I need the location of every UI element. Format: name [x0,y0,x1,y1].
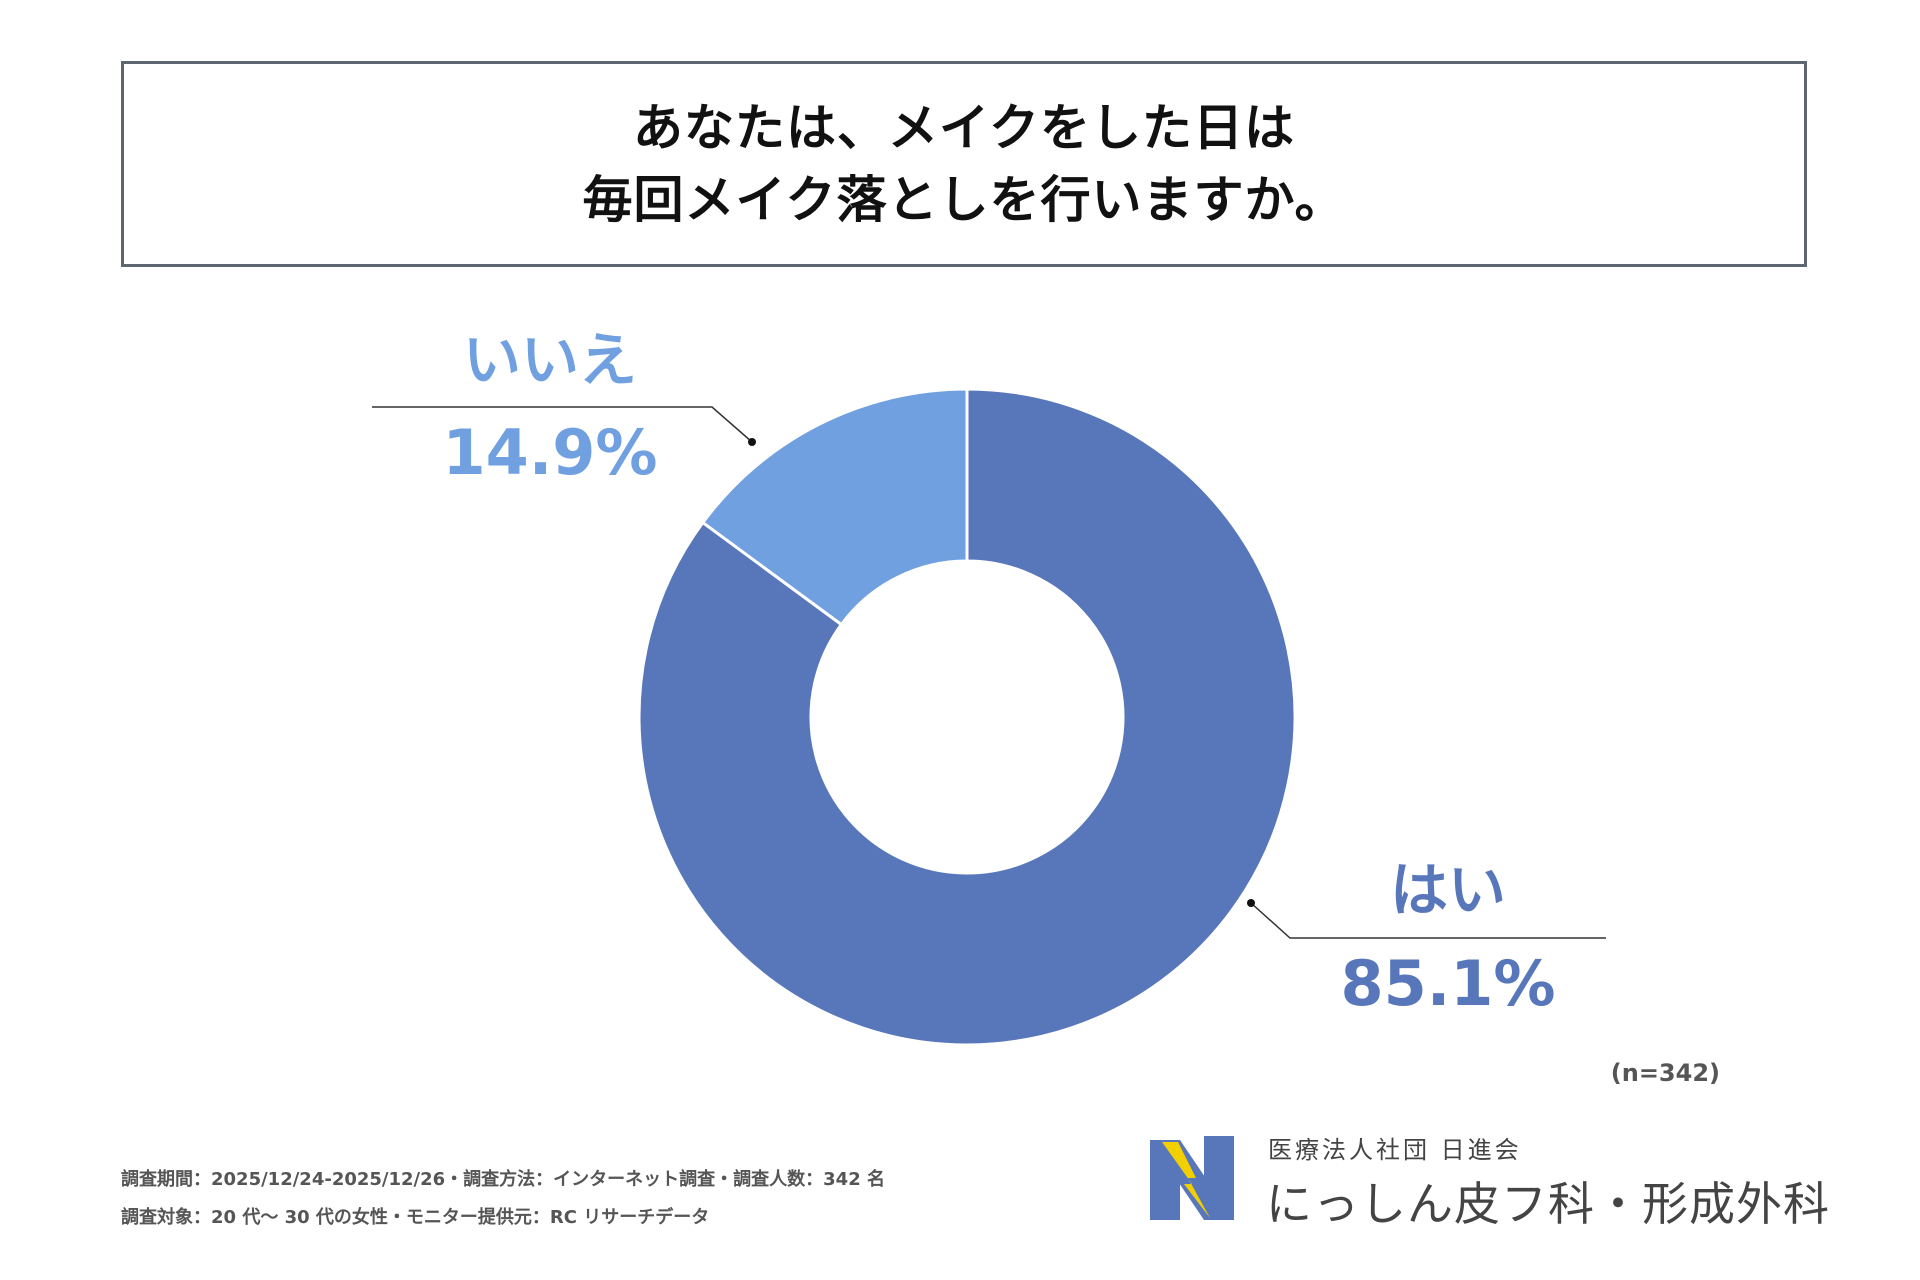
slice-value-1: 14.9% [442,416,657,489]
sample-size: (n=342) [1610,1059,1720,1087]
slice-value-0: 85.1% [1340,947,1555,1020]
survey-footnote-1: 調査期間：2025/12/24-2025/12/26・調査方法：インターネット調… [121,1169,885,1190]
leader-line-slice-0 [1250,902,1606,939]
chart-title-line-1: あなたは、メイクをした日は [633,98,1295,157]
logo-mark-diagonal [1150,1140,1234,1220]
clinic-logo-icon [1150,1136,1234,1220]
org-name: 医療法人社団 日進会 [1268,1136,1522,1164]
title-box: あなたは、メイクをした日は 毎回メイク落としを行いますか。 [121,61,1807,267]
survey-footnote-2: 調査対象：20 代～ 30 代の女性・モニター提供元：RC リサーチデータ [121,1207,710,1228]
leader-line-slice-1 [372,406,753,443]
slice-label-0: はい [1390,856,1506,924]
clinic-logo: 医療法人社団 日進会 にっしん皮フ科・形成外科 [1148,1128,1829,1231]
leader-line-slice-1-dot [748,438,756,446]
leader-line-slice-0-dot [1247,899,1255,907]
donut-slice-0 [637,387,1297,1047]
donut-slice-1 [700,387,969,627]
logo-mark-lightning [1162,1142,1210,1218]
chart-title-line-2: 毎回メイク落としを行いますか。 [582,171,1346,229]
clinic-name: にっしん皮フ科・形成外科 [1266,1177,1830,1231]
slice-label-1: いいえ [463,326,637,394]
